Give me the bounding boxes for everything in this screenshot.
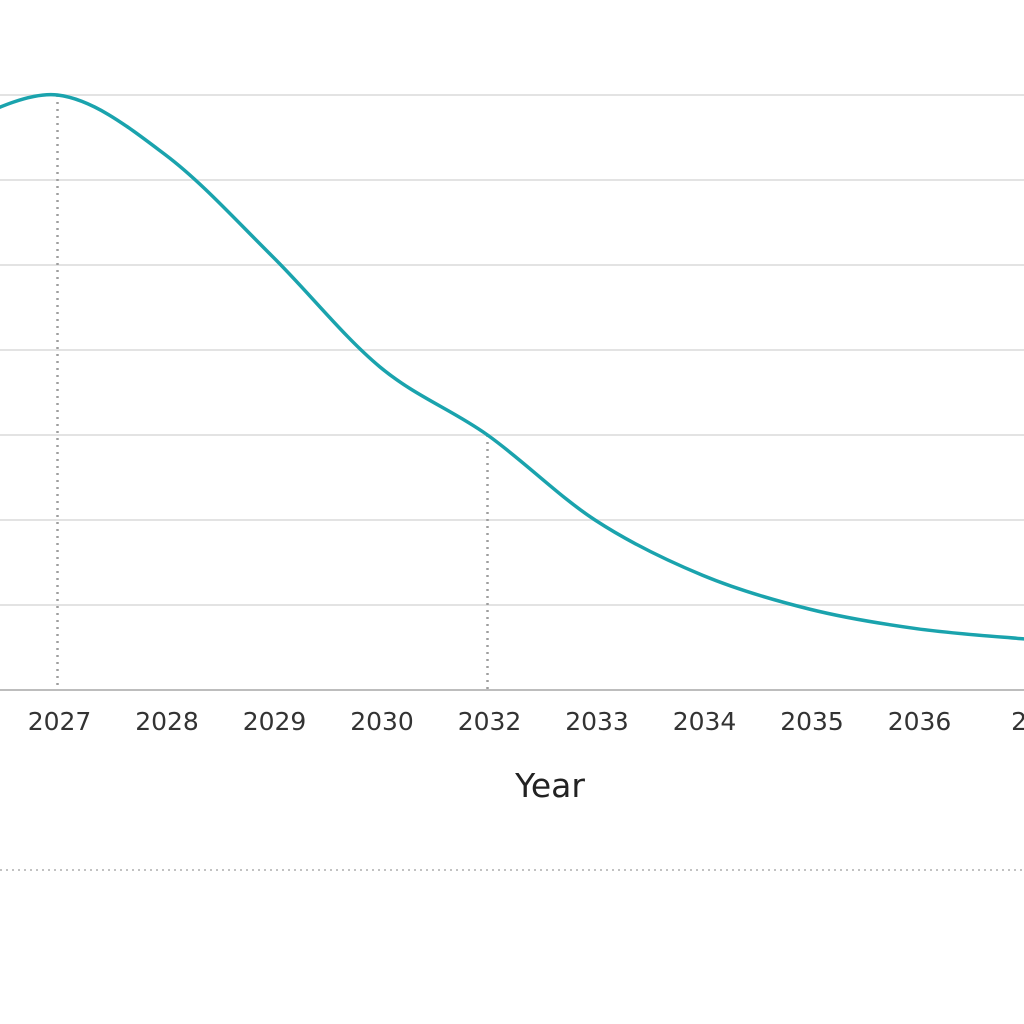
x-tick-label: 2027: [28, 707, 92, 736]
x-tick-label: 20: [1011, 707, 1024, 736]
x-tick-label: 2036: [888, 707, 952, 736]
x-tick-label: 2028: [135, 707, 199, 736]
reference-lines: [56, 95, 489, 690]
x-tick-label: 2035: [780, 707, 844, 736]
series-layer: [0, 92, 1024, 641]
x-tick-label: 2030: [350, 707, 414, 736]
x-tick-label: 2033: [565, 707, 629, 736]
x-tick-label: 2032: [458, 707, 522, 736]
x-axis-title: Year: [514, 766, 585, 805]
x-tick-labels: 2027 2028 2029 2030 2032 2033 2034 2035 2036 20: [28, 707, 1024, 736]
x-tick-label: 2029: [243, 707, 307, 736]
x-tick-label: 2034: [673, 707, 737, 736]
series-line: [0, 92, 1024, 641]
gridlines: [0, 94, 1024, 606]
